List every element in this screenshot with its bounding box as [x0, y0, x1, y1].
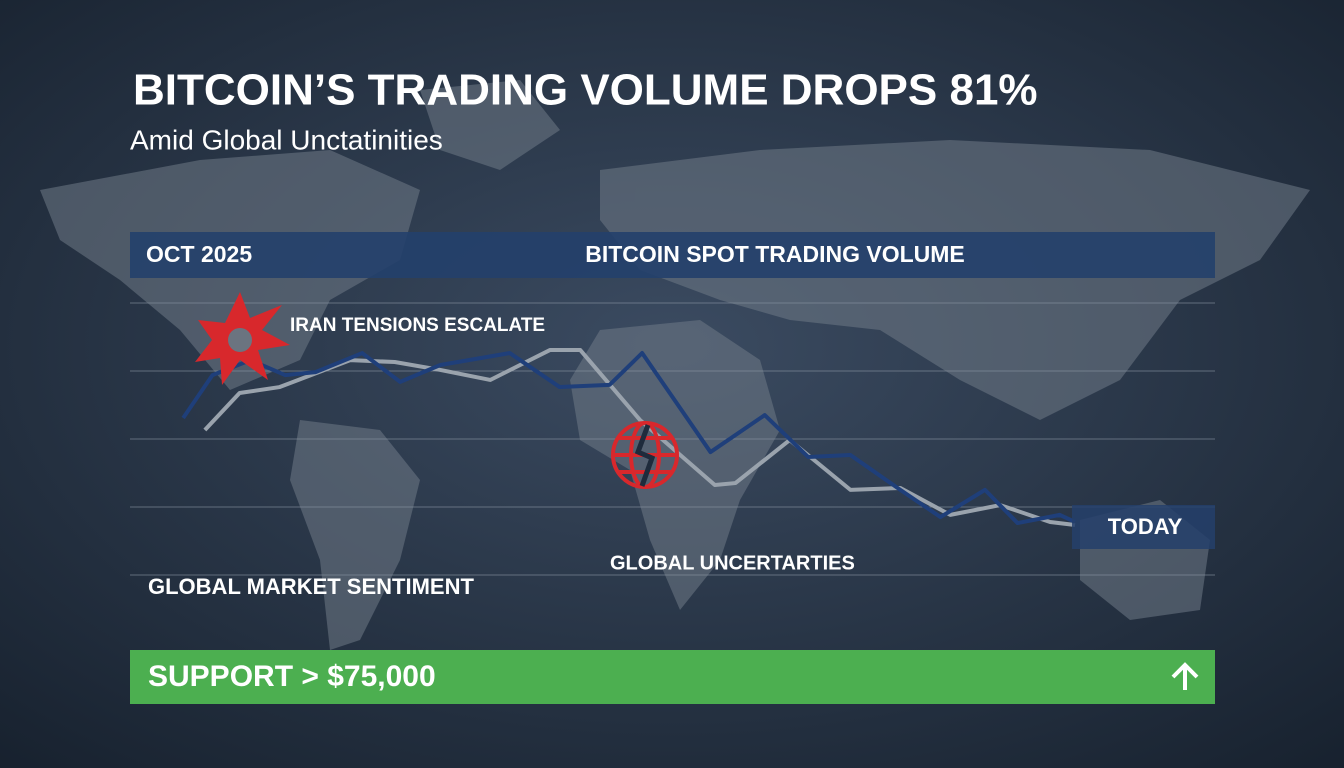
subtitle: Amid Global Unctatinities — [130, 124, 443, 155]
explosion-core — [228, 328, 252, 352]
line-series — [181, 351, 1076, 526]
up-arrow — [1171, 662, 1199, 690]
banner-text: SUPPORT > $75,000 — [148, 660, 436, 693]
support-banner — [130, 650, 1215, 704]
today-box — [1072, 505, 1215, 549]
end-label: TODAY — [1108, 514, 1183, 539]
chart-title: BITCOIN SPOT TRADING VOLUME — [585, 241, 965, 267]
globe-icon — [611, 421, 679, 489]
annotation: GLOBAL UNCERTARTIES — [610, 552, 855, 574]
annotation: IRAN TENSIONS ESCALATE — [290, 315, 545, 336]
annotation: GLOBAL MARKET SENTIMENT — [148, 574, 474, 599]
title: BITCOIN’S TRADING VOLUME DROPS 81% — [133, 66, 1038, 115]
line-series — [203, 348, 1076, 527]
header-bar — [130, 232, 1215, 278]
period-start: OCT 2025 — [146, 241, 252, 267]
